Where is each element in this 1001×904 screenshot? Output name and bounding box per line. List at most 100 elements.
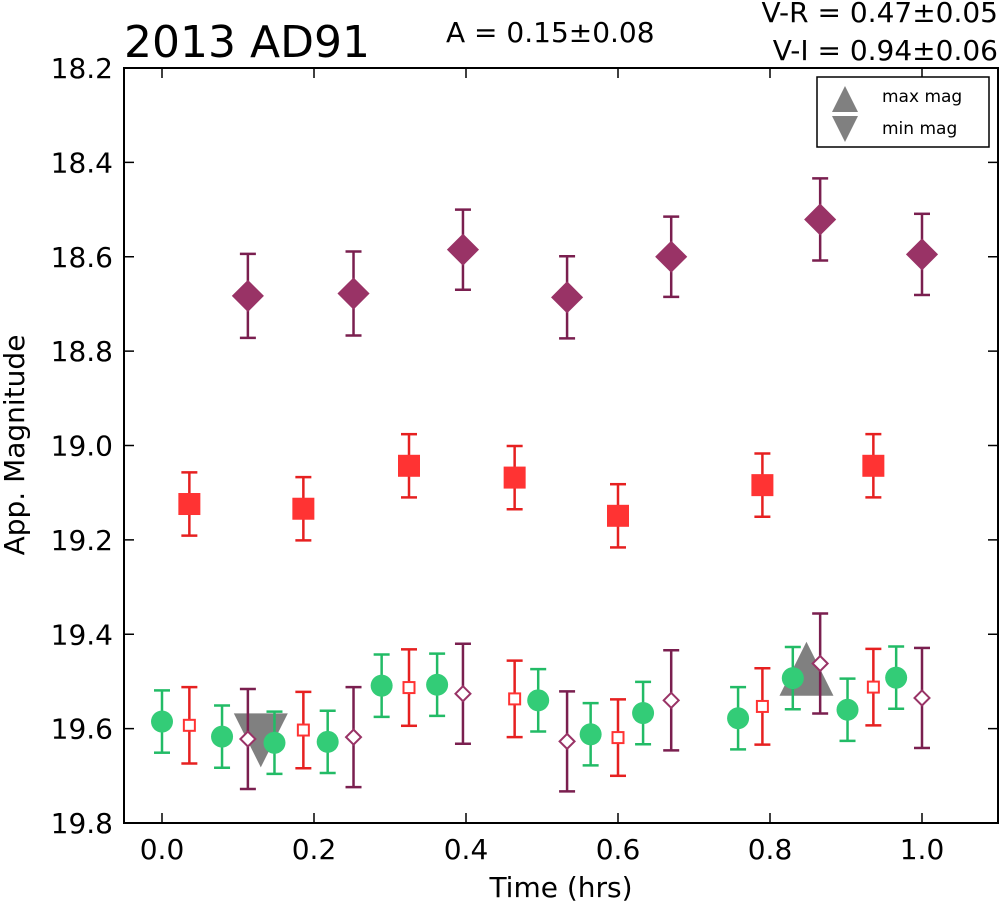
- data-point: [655, 215, 688, 299]
- circle-marker: [316, 730, 339, 753]
- circle-marker: [579, 723, 602, 746]
- y-tick-label: 18.8: [51, 335, 113, 368]
- diamond-marker: [913, 689, 931, 707]
- data-point: [558, 690, 576, 793]
- data-point: [295, 690, 312, 770]
- x-tick-label: 0.2: [292, 833, 337, 866]
- diamond-marker: [238, 730, 257, 748]
- x-tick-label: 1.0: [900, 833, 945, 866]
- data-point: [865, 647, 882, 727]
- y-tick-label: 19.8: [51, 807, 113, 840]
- square-marker: [503, 466, 526, 489]
- x-tick-label: 0.4: [444, 833, 489, 866]
- chart-title: 2013 AD91: [124, 17, 370, 68]
- diamond-marker: [231, 279, 264, 312]
- data-point: [913, 646, 931, 750]
- square-marker: [402, 681, 416, 695]
- y-tick-label: 19.4: [51, 618, 113, 651]
- square-marker: [182, 718, 196, 732]
- square-marker: [508, 692, 522, 706]
- diamond-marker: [446, 233, 480, 266]
- data-point: [610, 698, 626, 778]
- y-tick-label: 18.2: [51, 52, 113, 85]
- plot-marks: [151, 177, 939, 793]
- y-tick-label: 18.4: [51, 146, 113, 179]
- data-point: [811, 612, 830, 715]
- diamond-marker: [337, 277, 370, 310]
- data-point: [398, 432, 420, 499]
- x-axis-label: Time (hrs): [488, 871, 632, 904]
- data-point: [263, 710, 286, 776]
- data-point: [454, 642, 472, 745]
- diamond-marker: [454, 684, 472, 703]
- data-point: [527, 667, 550, 733]
- data-point: [316, 709, 339, 775]
- data-point: [781, 645, 804, 711]
- square-marker: [611, 731, 625, 745]
- diamond-marker: [804, 203, 837, 236]
- data-point: [211, 704, 234, 770]
- square-marker: [866, 680, 880, 694]
- square-marker: [398, 454, 420, 477]
- y-tick-label: 18.6: [51, 241, 113, 274]
- data-point: [632, 680, 655, 746]
- data-point: [503, 444, 526, 511]
- legend-min-mag-label: min mag: [882, 119, 957, 139]
- diamond-marker: [551, 281, 584, 314]
- v-r-annotation: V-R = 0.47±0.05: [762, 0, 998, 29]
- circle-marker: [426, 673, 449, 696]
- data-point: [885, 645, 908, 711]
- circle-marker: [781, 667, 804, 690]
- x-tick-label: 0.6: [596, 833, 641, 866]
- data-point: [337, 250, 370, 337]
- circle-marker: [727, 707, 750, 730]
- data-point: [401, 648, 417, 728]
- circle-marker: [211, 725, 234, 748]
- x-tick-label: 0.8: [748, 833, 793, 866]
- diamond-marker: [344, 728, 363, 747]
- legend: max mag min mag: [816, 76, 990, 148]
- data-point: [181, 685, 198, 765]
- data-point: [862, 432, 885, 499]
- y-tick-label: 19.0: [51, 430, 113, 463]
- circle-marker: [836, 698, 859, 721]
- x-tick-label: 0.0: [140, 833, 185, 866]
- diamond-marker: [905, 238, 939, 271]
- v-i-annotation: V-I = 0.94±0.06: [773, 34, 998, 67]
- data-point: [506, 659, 523, 739]
- y-axis-label: App. Magnitude: [0, 335, 31, 556]
- y-tick-label: 19.6: [51, 713, 113, 746]
- square-marker: [607, 504, 629, 527]
- data-point: [344, 685, 363, 789]
- square-marker: [755, 699, 769, 713]
- data-point: [579, 701, 602, 767]
- data-point: [231, 252, 264, 340]
- circle-marker: [151, 710, 173, 733]
- data-point: [905, 212, 939, 297]
- circle-marker: [370, 674, 393, 697]
- square-marker: [178, 493, 201, 516]
- circle-marker: [632, 702, 655, 725]
- data-point: [370, 653, 393, 719]
- data-point: [662, 649, 681, 752]
- y-tick-label: 19.2: [51, 524, 113, 557]
- diamond-marker: [655, 240, 688, 273]
- axis-ticks: 0.0 0.2 0.4 0.6 0.8 1.0 18.2 18.4 18.6 18.8 19.0 19…: [51, 52, 998, 866]
- data-point: [607, 482, 629, 549]
- diamond-marker: [662, 691, 681, 710]
- square-marker: [296, 723, 310, 737]
- data-point: [551, 255, 584, 340]
- legend-max-mag-label: max mag: [882, 87, 962, 107]
- data-point: [178, 471, 201, 537]
- data-point: [751, 452, 774, 519]
- legend-min-mag-marker: [832, 116, 858, 142]
- legend-max-mag-marker: [832, 86, 858, 112]
- data-point: [804, 177, 837, 262]
- diamond-marker: [558, 732, 576, 751]
- square-marker: [751, 474, 774, 497]
- square-marker: [292, 497, 315, 520]
- circle-marker: [527, 689, 550, 712]
- data-point: [292, 475, 315, 542]
- data-point: [727, 685, 750, 751]
